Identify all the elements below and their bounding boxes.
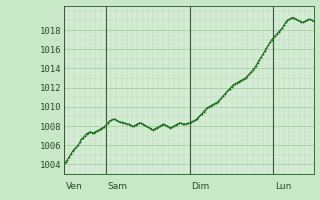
Text: Lun: Lun [275, 182, 292, 191]
Text: Dim: Dim [191, 182, 210, 191]
Text: Ven: Ven [66, 182, 83, 191]
Text: Sam: Sam [108, 182, 128, 191]
